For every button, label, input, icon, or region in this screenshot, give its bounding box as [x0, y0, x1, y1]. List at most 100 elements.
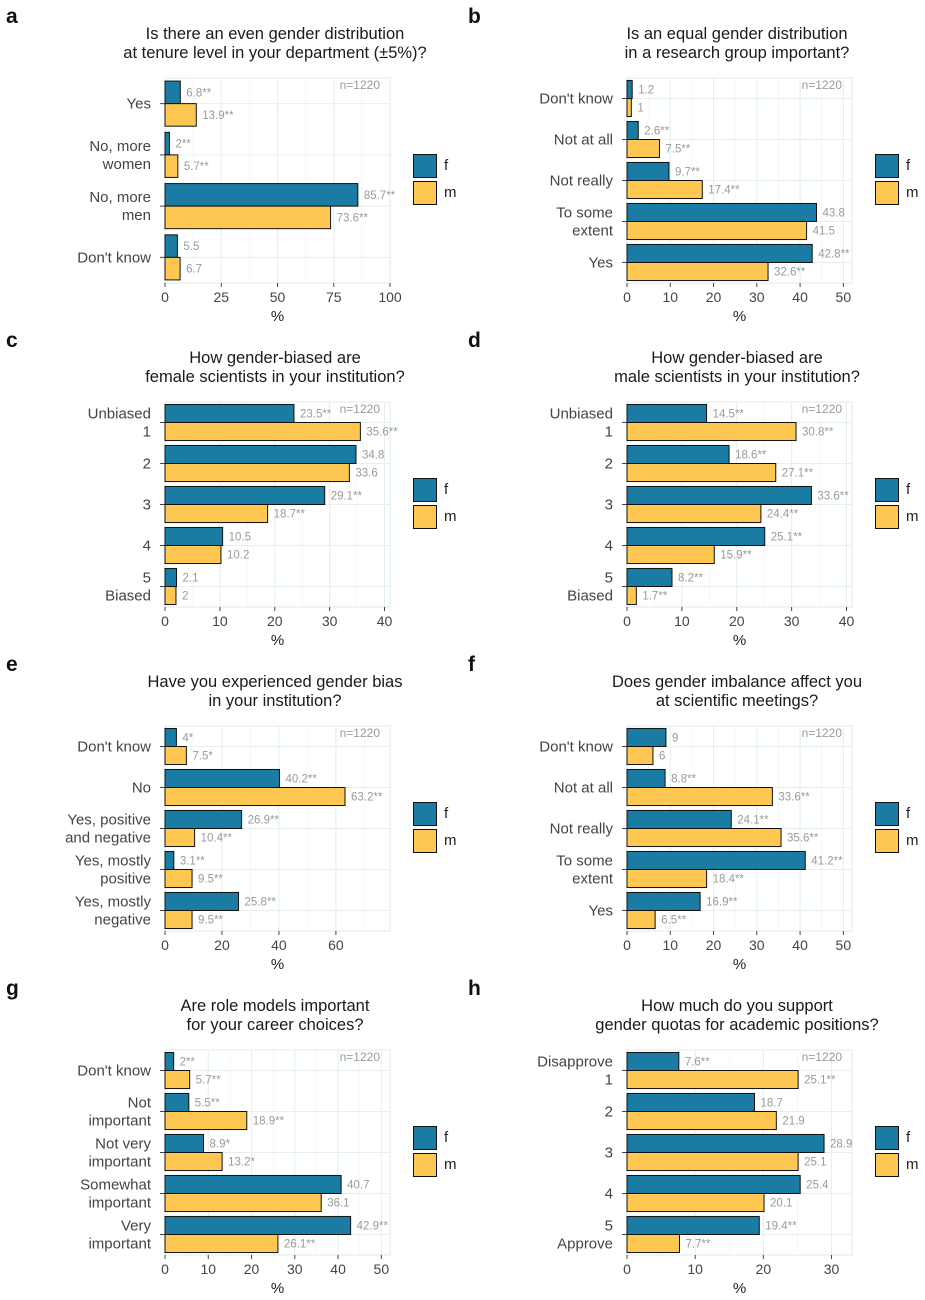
category-label: Yes, positive and negative: [65, 812, 151, 847]
x-tick-label: 20: [214, 937, 230, 953]
category-label: To some extent: [556, 853, 614, 888]
data-label: 16.9**: [706, 896, 738, 908]
category-label: Yes: [127, 96, 151, 113]
category-label: Not important: [88, 1095, 151, 1130]
x-tick-label: 30: [784, 613, 800, 629]
x-tick-label: 10: [662, 937, 678, 953]
category-label: Not very important: [88, 1136, 151, 1171]
data-label: 1.7**: [642, 591, 667, 603]
category-label: Yes: [589, 255, 613, 272]
legend-item: f: [413, 153, 473, 180]
x-tick-label: 20: [706, 289, 722, 305]
x-axis-title: %: [271, 308, 284, 325]
legend-item: m: [875, 504, 925, 531]
data-label: 18.4**: [713, 874, 745, 886]
bar-m: [626, 1111, 777, 1131]
data-label: 10.2: [227, 550, 249, 562]
x-tick-label: 75: [326, 289, 342, 305]
category-label: No, more women: [89, 138, 151, 173]
data-label: 40.2**: [285, 773, 317, 785]
category-label: To some extent: [556, 205, 614, 240]
bar-chart: 0 25 50 75 100% n=1220 Yes 6.8** 13.9** No, more w…: [77, 77, 402, 325]
bar-m: [164, 545, 222, 565]
bar-f: [164, 183, 359, 207]
bar-f: [626, 1174, 801, 1195]
category-label: Not really: [550, 173, 614, 190]
x-tick-label: 40: [377, 613, 393, 629]
bar-f: [164, 1133, 205, 1154]
bar-f: [626, 809, 732, 830]
chart-panel-b: b Is an equal gender distribution in a re…: [462, 5, 924, 328]
category-label: Don't know: [77, 1063, 151, 1080]
category-label: Not at all: [554, 780, 613, 797]
legend-item: f: [413, 801, 473, 828]
data-label: 10.5: [229, 531, 251, 543]
data-label: 21.9: [782, 1116, 804, 1128]
x-tick-label: 50: [836, 289, 852, 305]
data-label: 41.2**: [811, 855, 843, 867]
data-label: 6.8**: [186, 87, 211, 99]
bar-f: [164, 526, 224, 547]
legend-item: m: [413, 180, 473, 207]
bar-f: [164, 403, 295, 423]
legend-swatch: [413, 153, 437, 178]
panel-label: c: [6, 329, 18, 352]
bar-m: [164, 746, 187, 766]
x-tick-label: 0: [161, 1261, 169, 1277]
bar-f: [164, 891, 239, 912]
bar-m: [626, 98, 632, 118]
legend-swatch: [413, 477, 437, 502]
panel-label: f: [468, 653, 475, 676]
bar-m: [626, 504, 762, 524]
bar-m: [164, 787, 346, 807]
data-label: 2**: [176, 139, 192, 151]
data-label: 41.5: [813, 226, 835, 238]
legend-swatch: [875, 801, 899, 826]
x-tick-label: 20: [706, 937, 722, 953]
bar-f: [164, 1092, 190, 1112]
x-axis-title: %: [733, 1280, 746, 1297]
data-label: 8.9*: [210, 1138, 231, 1150]
bar-f: [164, 444, 357, 464]
chart-panel-f: f Does gender imbalance affect you at sci…: [462, 653, 924, 976]
category-label: Not at all: [554, 132, 613, 149]
data-label: 18.9**: [253, 1116, 285, 1128]
bar-f: [626, 403, 708, 423]
x-tick-label: 30: [322, 613, 338, 629]
data-label: 2**: [180, 1056, 196, 1068]
x-tick-label: 10: [200, 1261, 216, 1277]
data-label: 25.1**: [804, 1075, 836, 1087]
bar-m: [626, 1193, 765, 1213]
x-tick-label: 0: [623, 1261, 631, 1277]
data-label: 29.1**: [331, 490, 363, 502]
legend-item: f: [875, 801, 925, 828]
bar-f: [626, 727, 667, 747]
data-label: 6.5**: [661, 915, 686, 927]
legend-label: m: [444, 831, 457, 849]
legend-swatch: [413, 1152, 437, 1177]
bar-m: [626, 1234, 680, 1254]
data-label: 30.8**: [802, 427, 834, 439]
data-label: 34.8: [362, 449, 384, 461]
data-label: 8.2**: [678, 572, 703, 584]
bar-f: [626, 891, 701, 912]
data-label: 24.1**: [737, 814, 769, 826]
category-label: Very important: [88, 1218, 151, 1253]
bar-f: [626, 526, 766, 547]
data-label: 35.6**: [787, 833, 819, 845]
legend-swatch: [413, 504, 437, 529]
x-tick-label: 40: [792, 937, 808, 953]
x-axis-title: %: [733, 308, 746, 325]
x-tick-label: 100: [378, 289, 402, 305]
category-label: Not really: [550, 821, 614, 838]
x-axis-title: %: [271, 956, 284, 973]
chart-title: Is an equal gender distribution in a res…: [624, 25, 850, 62]
data-label: 17.4**: [708, 185, 740, 197]
data-label: 28.9: [830, 1138, 852, 1150]
bar-m: [626, 910, 656, 930]
data-label: 3.1**: [180, 855, 205, 867]
bar-f: [626, 202, 818, 223]
x-tick-label: 0: [161, 937, 169, 953]
x-tick-label: 30: [824, 1261, 840, 1277]
category-label: No, more men: [89, 189, 151, 224]
